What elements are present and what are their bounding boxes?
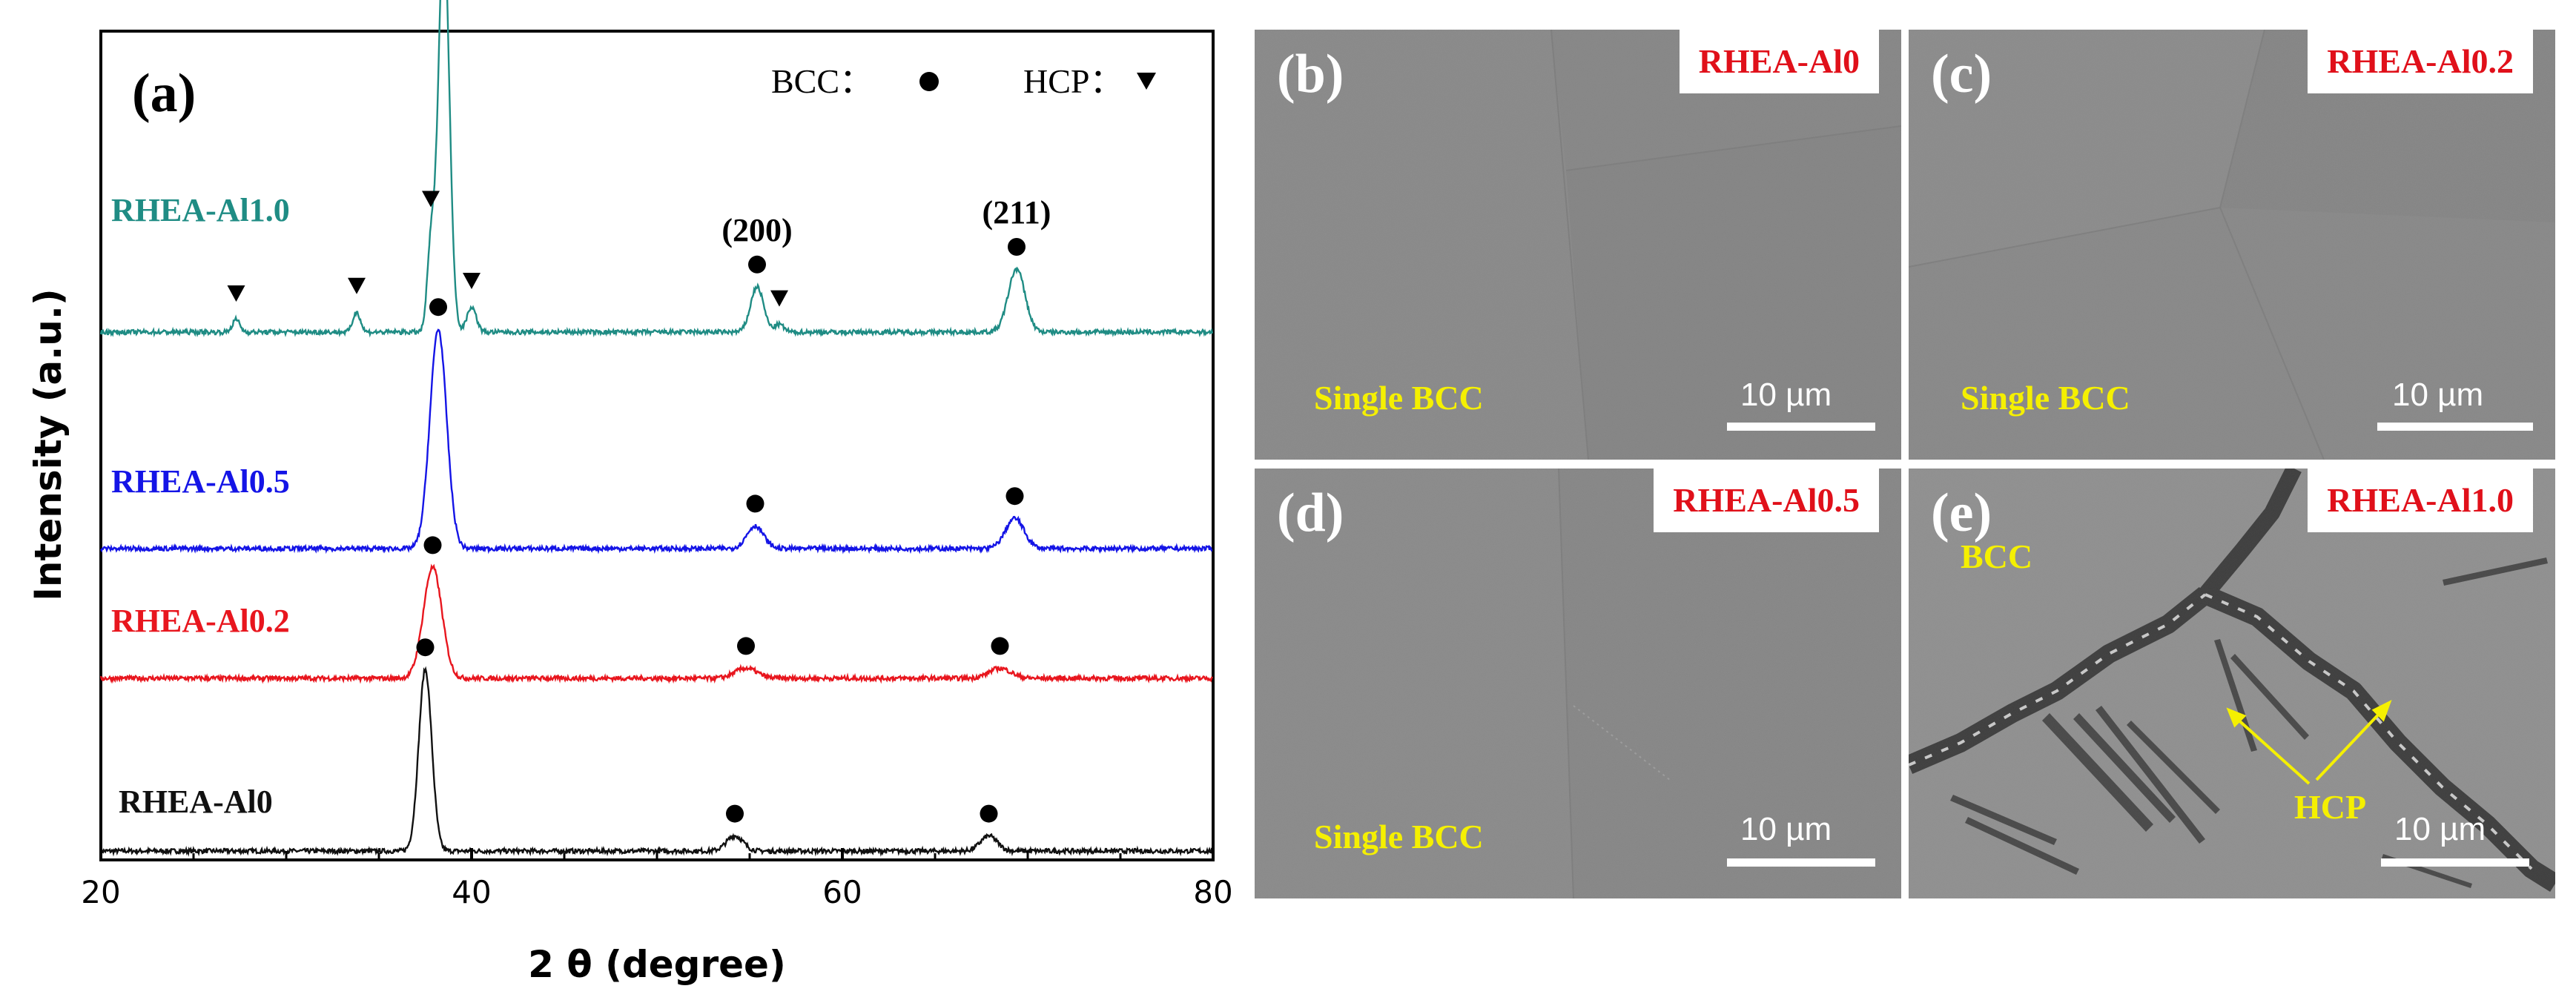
series-label: RHEA-Al0 (119, 784, 273, 820)
micrograph-e: (e) RHEA-Al1.0 BCC HCP 10 µm (1909, 469, 2555, 898)
series-label: RHEA-Al1.0 (111, 192, 290, 228)
x-tick-label: 60 (822, 874, 862, 910)
bcc-marker (416, 638, 435, 657)
xrd-chart: (a) BCC： HCP： RHEA-Al0 RHEA-Al0.2 RHEA-Al0… (27, 0, 1233, 986)
legend: BCC： HCP： (771, 62, 1156, 100)
micrograph-d-texture (1255, 469, 1901, 898)
bcc-marker (980, 804, 998, 823)
xrd-trace-RHEA-Al0 (99, 666, 1213, 857)
series-label: RHEA-Al0.5 (111, 463, 290, 500)
legend-hcp-marker (1137, 73, 1156, 90)
legend-bcc-marker (919, 72, 939, 91)
micrograph-b-texture (1255, 30, 1901, 460)
scale-bar-c (2377, 423, 2533, 431)
phase-label-c: Single BCC (1961, 379, 2130, 417)
panel-label-e: (e) (1931, 483, 1992, 543)
sample-label-d: RHEA-Al0.5 (1654, 469, 1879, 532)
sample-label-b: RHEA-Al0 (1679, 30, 1879, 93)
x-tick-label: 80 (1193, 874, 1232, 910)
plot-frame (99, 30, 1215, 861)
x-tick-label: 40 (452, 874, 491, 910)
peak-annotation: (200) (721, 212, 792, 248)
legend-hcp-label: HCP： (1023, 62, 1123, 100)
panel-label-c: (c) (1931, 44, 1992, 105)
legend-bcc-label: BCC： (771, 62, 873, 100)
phase-label-d: Single BCC (1314, 818, 1484, 855)
scale-bar-e (2381, 858, 2529, 867)
micrograph-e-texture (1909, 469, 2555, 898)
phase-label-e-bcc: BCC (1961, 537, 2033, 575)
hcp-marker (770, 290, 788, 307)
panel-label-d: (d) (1277, 483, 1344, 543)
scale-label-c: 10 µm (2392, 377, 2484, 413)
sample-label-c: RHEA-Al0.2 (2308, 30, 2533, 93)
peak-annotation: (211) (982, 194, 1051, 231)
bcc-marker (1008, 238, 1026, 256)
xrd-trace-RHEA-Al1.0 (99, 0, 1214, 338)
scale-bar-b (1727, 423, 1875, 431)
xrd-trace-RHEA-Al0.2 (99, 563, 1214, 684)
y-axis-label: Intensity (a.u.) (27, 288, 70, 600)
scale-bar-d (1727, 858, 1875, 867)
micrograph-b: (b) RHEA-Al0 Single BCC 10 µm (1255, 30, 1901, 460)
micrograph-c-texture (1909, 30, 2555, 460)
hcp-marker (463, 272, 480, 289)
panel-label-a: (a) (132, 63, 196, 124)
phase-label-e-hcp: HCP (2294, 788, 2367, 826)
scale-label-d: 10 µm (1740, 811, 1832, 847)
micrograph-d: (d) RHEA-Al0.5 Single BCC 10 µm (1255, 469, 1901, 898)
scale-label-e: 10 µm (2394, 811, 2486, 847)
bcc-marker (991, 637, 1009, 655)
xrd-trace-RHEA-Al0.5 (99, 328, 1213, 555)
bcc-marker (429, 298, 447, 317)
scale-label-b: 10 µm (1740, 377, 1832, 413)
x-tick-label: 20 (81, 874, 120, 910)
series-label: RHEA-Al0.2 (111, 603, 290, 639)
hcp-marker (422, 191, 440, 208)
phase-label-b: Single BCC (1314, 379, 1484, 417)
micrograph-c: (c) RHEA-Al0.2 Single BCC 10 µm (1909, 30, 2555, 460)
bcc-marker (748, 255, 766, 274)
bcc-marker (726, 804, 744, 823)
sample-label-e: RHEA-Al1.0 (2308, 469, 2533, 532)
bcc-marker (746, 494, 764, 513)
x-axis-label: 2 θ (degree) (528, 943, 786, 986)
bcc-marker (423, 536, 442, 555)
bcc-marker (1005, 487, 1024, 506)
bcc-marker (737, 637, 755, 655)
panel-label-b: (b) (1277, 44, 1344, 105)
hcp-marker (348, 277, 366, 294)
hcp-marker (227, 285, 245, 302)
